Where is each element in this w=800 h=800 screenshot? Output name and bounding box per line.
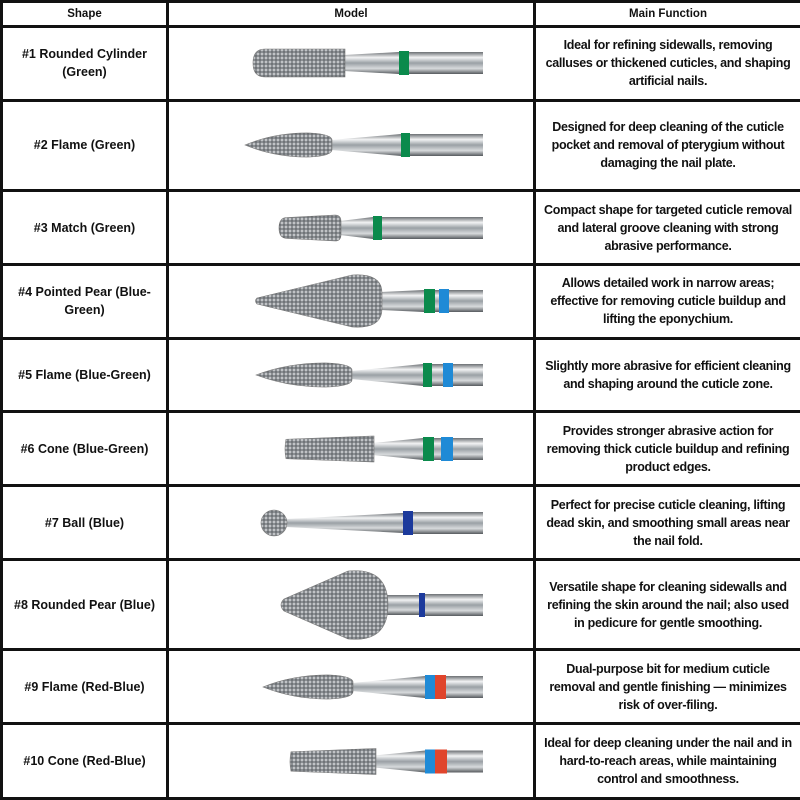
bit-image [255, 274, 483, 328]
model-cell [166, 484, 536, 561]
model-cell [166, 98, 536, 193]
color-band-blue [425, 749, 435, 774]
model-cell [166, 262, 536, 340]
bit-neck [331, 134, 401, 157]
model-cell [166, 25, 536, 102]
model-cell [166, 722, 536, 800]
bit-head-cone [284, 435, 375, 463]
header-row: Shape Model Main Function [0, 0, 800, 28]
color-band-green [423, 363, 432, 388]
bit-head-rounded-pear [280, 570, 389, 640]
bit-image [244, 133, 483, 158]
header-function: Main Function [533, 0, 800, 28]
bit-head-ball [260, 509, 288, 536]
bit-shank [419, 593, 483, 616]
bit-neck [373, 437, 423, 460]
bit-shank [401, 134, 483, 157]
header-model: Model [166, 0, 536, 28]
color-band-blue [443, 363, 453, 388]
shape-name: #1 Rounded Cylinder (Green) [0, 25, 169, 102]
bit-neck [387, 594, 419, 615]
shape-name: #7 Ball (Blue) [0, 484, 169, 561]
header-shape: Shape [0, 0, 169, 28]
main-function: Designed for deep cleaning of the cuticl… [533, 98, 800, 193]
bit-neck [375, 750, 425, 773]
bit-head-flame [244, 133, 333, 158]
bit-shank [403, 511, 483, 534]
model-cell [166, 336, 536, 414]
table-row: #3 Match (Green) Compact shape for targe… [0, 189, 800, 266]
color-band-red [435, 674, 446, 699]
color-band-dark_blue [403, 510, 413, 535]
bit-neck [286, 512, 403, 533]
shape-name: #3 Match (Green) [0, 189, 169, 266]
bit-head-pointed-pear [255, 274, 383, 328]
bit-image [260, 509, 483, 536]
table-row: #6 Cone (Blue-Green) Provides stronger a… [0, 410, 800, 488]
bit-neck [352, 675, 425, 698]
color-band-dark_blue [419, 592, 425, 617]
bit-image [284, 435, 483, 463]
color-band-green [423, 436, 434, 461]
model-cell [166, 410, 536, 488]
bit-neck [351, 364, 423, 387]
table-row: #2 Flame (Green) Designed for deep clean… [0, 98, 800, 193]
main-function: Allows detailed work in narrow areas; ef… [533, 262, 800, 340]
bit-neck [344, 52, 399, 75]
bit-head-cone [289, 747, 377, 775]
bit-image [252, 49, 483, 78]
bit-head-rounded-cylinder [252, 49, 346, 78]
color-band-green [424, 289, 435, 314]
main-function: Slightly more abrasive for efficient cle… [533, 336, 800, 414]
bit-head-flame [262, 674, 354, 700]
bit-image [289, 747, 483, 775]
main-function: Versatile shape for cleaning sidewalls a… [533, 557, 800, 652]
bit-shank [373, 216, 483, 239]
shape-name: #8 Rounded Pear (Blue) [0, 557, 169, 652]
color-band-blue [439, 289, 449, 314]
model-cell [166, 189, 536, 266]
shape-name: #5 Flame (Blue-Green) [0, 336, 169, 414]
model-cell [166, 648, 536, 726]
table-row: #10 Cone (Red-Blue) Ideal for deep clean… [0, 722, 800, 800]
table-row: #8 Rounded Pear (Blue) Versatile shape f… [0, 557, 800, 652]
bit-head-flame [255, 362, 353, 388]
color-band-blue [441, 436, 453, 461]
main-function: Perfect for precise cuticle cleaning, li… [533, 484, 800, 561]
bit-image [255, 362, 483, 388]
color-band-green [399, 51, 409, 76]
bit-neck [381, 290, 424, 313]
model-cell [166, 557, 536, 652]
main-function: Ideal for refining sidewalls, removing c… [533, 25, 800, 102]
bit-head-match [278, 214, 342, 241]
bit-image [280, 570, 483, 640]
shape-name: #9 Flame (Red-Blue) [0, 648, 169, 726]
table-row: #4 Pointed Pear (Blue-Green) Allows deta… [0, 262, 800, 340]
bit-image [262, 674, 483, 700]
bit-neck [340, 216, 373, 239]
table-row: #1 Rounded Cylinder (Green) Ideal for re… [0, 25, 800, 102]
bit-shank [399, 52, 483, 75]
table-row: #5 Flame (Blue-Green) Slightly more abra… [0, 336, 800, 414]
bit-image [278, 214, 483, 241]
table-row: #7 Ball (Blue) Perfect for precise cutic… [0, 484, 800, 561]
table-row: #9 Flame (Red-Blue) Dual-purpose bit for… [0, 648, 800, 726]
shape-name: #6 Cone (Blue-Green) [0, 410, 169, 488]
main-function: Dual-purpose bit for medium cuticle remo… [533, 648, 800, 726]
color-band-green [401, 133, 410, 158]
main-function: Provides stronger abrasive action for re… [533, 410, 800, 488]
color-band-blue [425, 674, 435, 699]
main-function: Ideal for deep cleaning under the nail a… [533, 722, 800, 800]
bit-shank [424, 290, 483, 313]
color-band-green [373, 215, 382, 240]
shape-name: #2 Flame (Green) [0, 98, 169, 193]
shape-name: #10 Cone (Red-Blue) [0, 722, 169, 800]
color-band-red [435, 749, 447, 774]
main-function: Compact shape for targeted cuticle remov… [533, 189, 800, 266]
shape-name: #4 Pointed Pear (Blue-Green) [0, 262, 169, 340]
